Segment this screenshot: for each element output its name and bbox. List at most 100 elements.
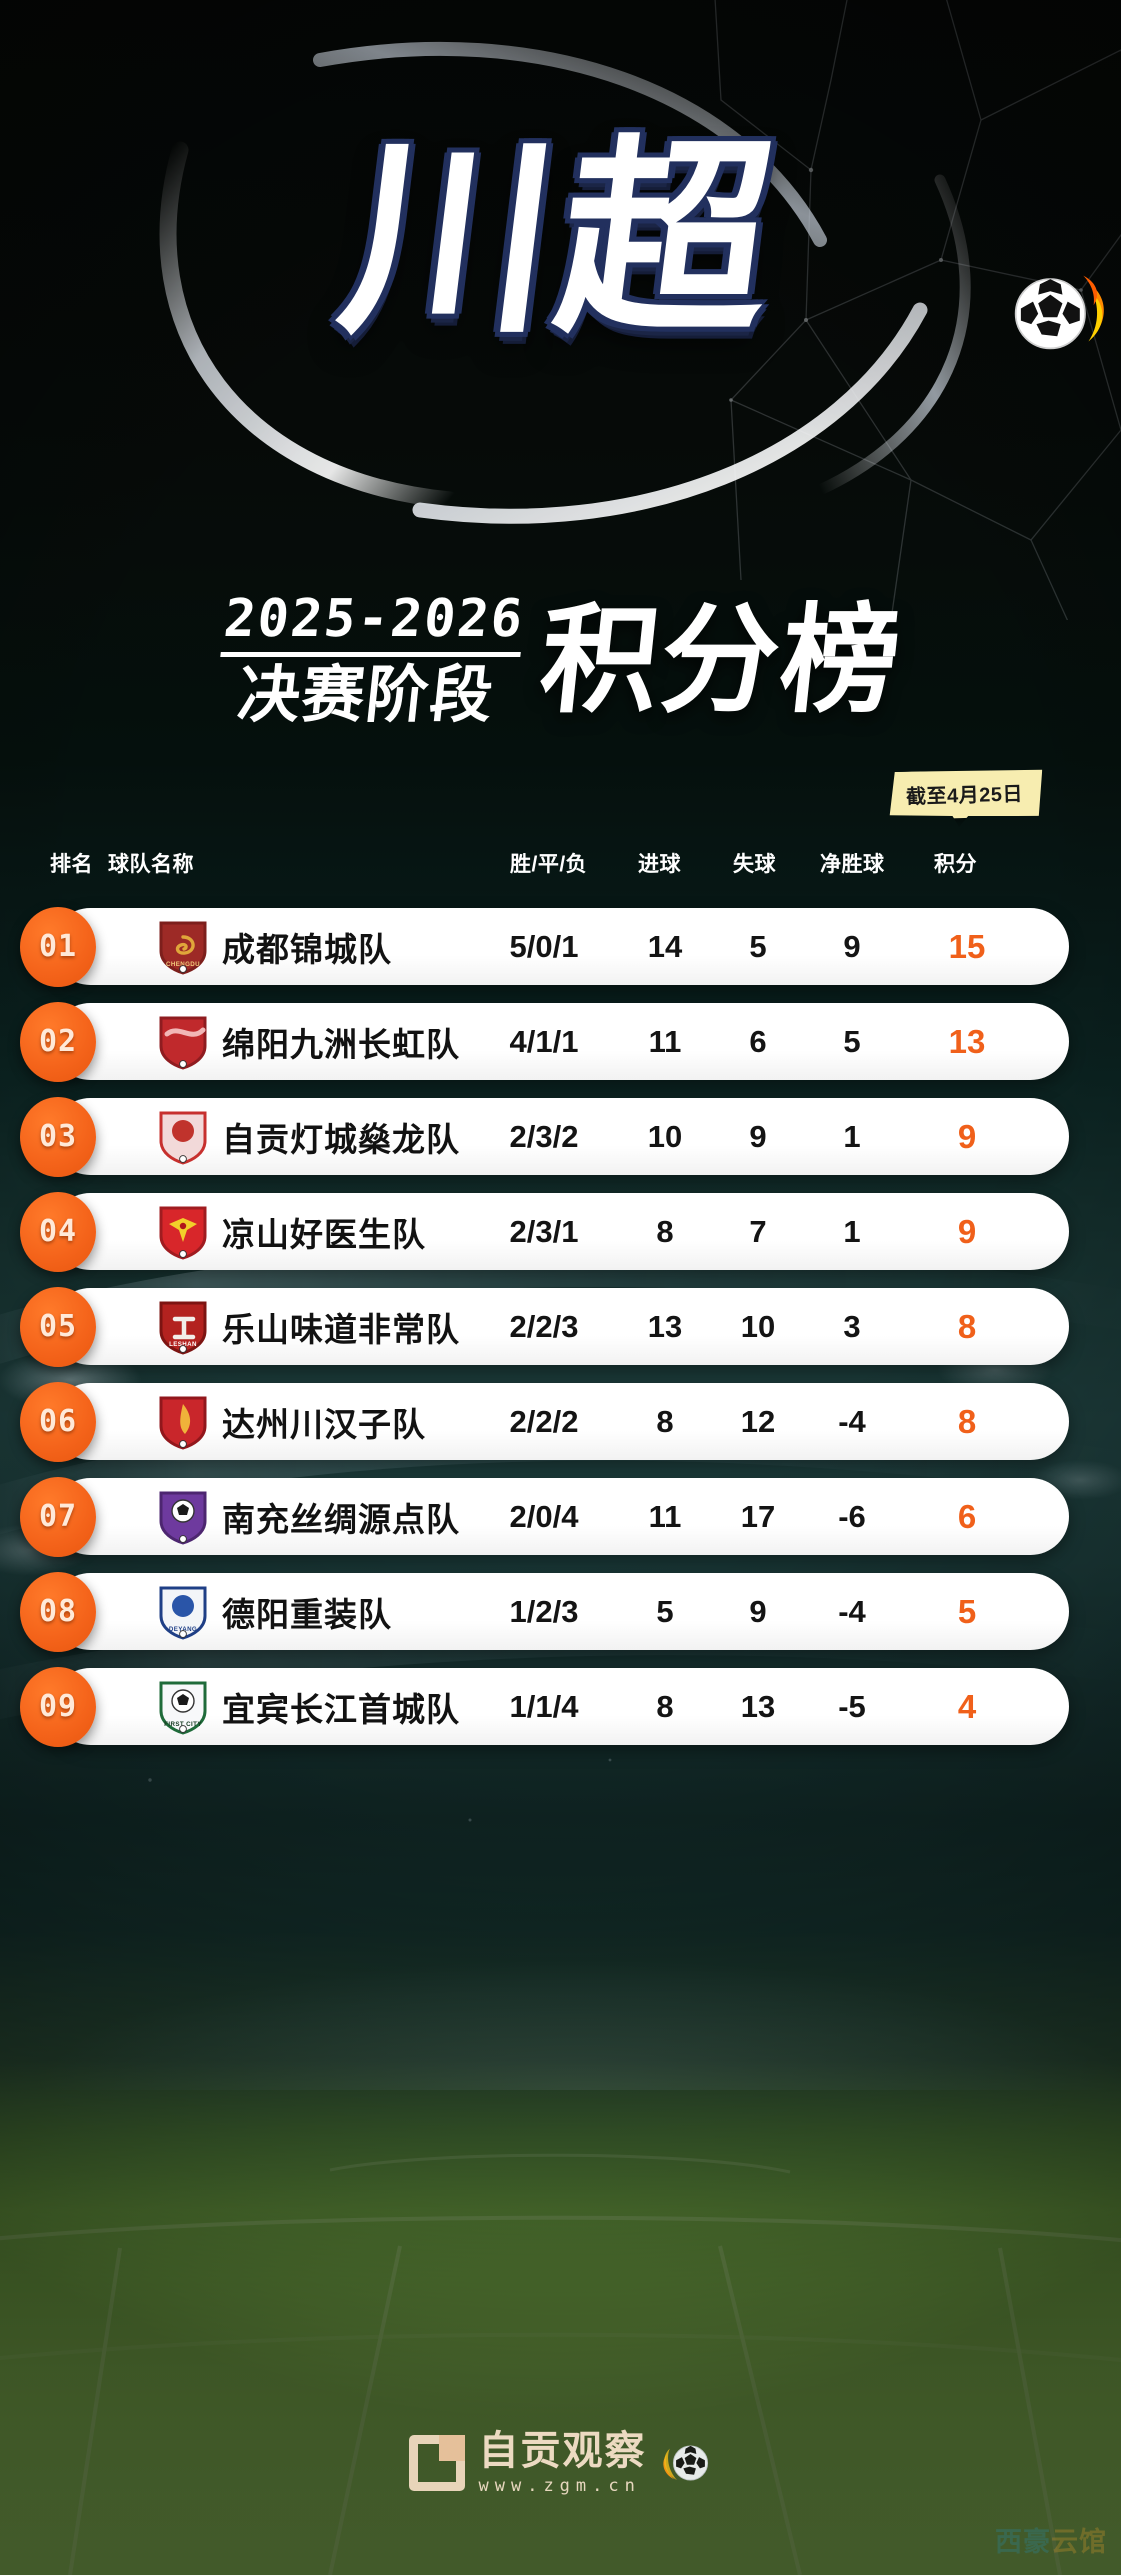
stat-goals-against: 7 [749, 1213, 767, 1249]
team-name: 自贡灯城燊龙队 [222, 1120, 460, 1158]
stat-goals-for: 11 [648, 1498, 682, 1534]
page-title: 积分榜 [534, 591, 909, 729]
team-name: 绵阳九洲长虹队 [222, 1025, 460, 1063]
table-row[interactable]: 02 绵阳九洲长虹队 4/1/1 11 6 5 13 [20, 1001, 1069, 1082]
stat-goals-against: 5 [749, 928, 767, 964]
column-header-goals-against: 失球 [733, 853, 776, 876]
stat-points: 15 [948, 927, 986, 965]
svg-text:LESHAN: LESHAN [169, 1341, 197, 1348]
stat-goals-for: 14 [647, 928, 683, 964]
column-header-team: 球队名称 [108, 853, 194, 876]
table-row[interactable]: 04 凉山好医生队 2/3/1 8 7 1 9 [20, 1191, 1069, 1272]
leshan-weidaofeichang-crest: LESHAN [157, 1299, 209, 1355]
stat-goals-for: 11 [648, 1023, 682, 1059]
stat-wdl: 2/0/4 [509, 1498, 579, 1534]
date-badge: 截至4月25日 [885, 768, 1043, 820]
stat-goals-for: 8 [656, 1688, 674, 1724]
team-name: 德阳重装队 [222, 1595, 392, 1633]
stat-wdl: 2/2/3 [509, 1308, 579, 1344]
stat-goal-diff: -6 [838, 1498, 866, 1534]
stat-goals-for: 10 [647, 1118, 683, 1154]
subtitle-left: 2025-2026 决赛阶段 [213, 589, 527, 732]
stat-goal-diff: 1 [843, 1118, 861, 1154]
table-row[interactable]: 07 南充丝绸源点队 2/0/4 11 17 -6 6 [20, 1476, 1069, 1557]
stat-goal-diff: 9 [843, 928, 861, 964]
rank-badge: 04 [20, 1191, 96, 1272]
team-name: 南充丝绸源点队 [222, 1500, 460, 1538]
stat-goals-against: 17 [740, 1498, 776, 1534]
subtitle-block: 2025-2026 决赛阶段 积分榜 [0, 575, 1121, 745]
stat-wdl: 4/1/1 [509, 1023, 579, 1059]
rank-badge: 08 [20, 1571, 96, 1652]
zigong-observer-mark-icon [408, 2435, 465, 2491]
rank-badge: 09 [20, 1666, 96, 1747]
standings-table: 01 CHENGDU 成都锦城队 5/0/1 14 5 9 15 02 绵阳九洲长… [0, 906, 1121, 1763]
season-label: 2025-2026 [220, 589, 527, 650]
column-header-goal-diff: 净胜球 [820, 853, 885, 876]
stat-goals-against: 6 [749, 1023, 767, 1059]
stat-goals-against: 10 [740, 1308, 776, 1344]
team-name: 宜宾长江首城队 [222, 1690, 460, 1728]
corner-watermark-b: 云馆 [1051, 2527, 1107, 2557]
stat-goals-for: 8 [656, 1213, 674, 1249]
stage-label: 决赛阶段 [233, 658, 498, 732]
table-row[interactable]: 06 达州川汉子队 2/2/2 8 12 -4 8 [20, 1381, 1069, 1462]
stat-goal-diff: 5 [843, 1023, 861, 1059]
table-row[interactable]: 05 LESHAN 乐山味道非常队 2/2/3 13 10 3 8 [20, 1286, 1069, 1367]
stat-goals-against: 9 [749, 1593, 767, 1629]
stat-points: 9 [957, 1212, 977, 1250]
nanchong-sichouyuandian-crest [157, 1489, 209, 1545]
footer-brand: 自贡观察 [478, 2429, 647, 2473]
chengdu-jincheng-crest: CHENGDU [157, 919, 209, 975]
column-header-wdl: 胜/平/负 [510, 853, 588, 876]
column-header-points: 积分 [934, 853, 977, 876]
svg-text:FIRST CITY: FIRST CITY [164, 1721, 202, 1728]
stat-goals-for: 13 [647, 1308, 683, 1344]
rank-badge: 03 [20, 1096, 96, 1177]
stat-points: 8 [957, 1402, 977, 1440]
team-name: 乐山味道非常队 [222, 1310, 460, 1348]
liangshan-haoyisheng-crest [157, 1204, 209, 1260]
deyang-zhongzhuang-crest: DEYANG [157, 1584, 209, 1640]
stat-goal-diff: -5 [838, 1688, 866, 1724]
stat-goal-diff: 3 [843, 1308, 861, 1344]
footer-watermark: 自贡观察 www.zgm.cn [0, 2408, 1121, 2518]
table-row[interactable]: 09 FIRST CITY 宜宾长江首城队 1/1/4 8 13 -5 4 [20, 1666, 1069, 1747]
soccer-ball-flame-icon [662, 2445, 708, 2481]
mianyang-jiuzhou-changhong-crest [157, 1014, 209, 1070]
league-logo: 川超 [0, 110, 1121, 370]
footer-text: 自贡观察 www.zgm.cn [479, 2431, 647, 2495]
svg-text:DEYANG: DEYANG [169, 1626, 197, 1633]
stat-wdl: 1/1/4 [509, 1688, 579, 1724]
svg-text:CHENGDU: CHENGDU [166, 961, 200, 968]
rank-badge: 02 [20, 1001, 96, 1082]
stat-goals-against: 12 [740, 1403, 776, 1439]
soccer-ball-flame-icon [1014, 275, 1104, 350]
stat-points: 4 [957, 1687, 977, 1725]
team-name: 达州川汉子队 [222, 1405, 426, 1443]
team-name: 成都锦城队 [222, 930, 392, 968]
league-logo-text: 川超 [329, 117, 792, 362]
stat-goal-diff: 1 [843, 1213, 861, 1249]
stat-points: 9 [957, 1117, 977, 1155]
rank-badge: 07 [20, 1476, 96, 1557]
stat-points: 6 [957, 1497, 977, 1535]
table-row[interactable]: 08 DEYANG 德阳重装队 1/2/3 5 9 -4 5 [20, 1571, 1069, 1652]
stat-goals-for: 8 [656, 1403, 674, 1439]
stat-points: 8 [957, 1307, 977, 1345]
stat-points: 5 [957, 1592, 977, 1630]
stat-goal-diff: -4 [838, 1593, 866, 1629]
dazhou-chuanhanzi-crest [157, 1394, 209, 1450]
zigong-dengcheng-shenlong-crest [157, 1109, 209, 1165]
table-row[interactable]: 03 自贡灯城燊龙队 2/3/2 10 9 1 9 [20, 1096, 1069, 1177]
corner-watermark: 西豪云馆 [995, 2520, 1107, 2559]
stat-goal-diff: -4 [838, 1403, 866, 1439]
stat-goals-against: 9 [749, 1118, 767, 1154]
table-row[interactable]: 01 CHENGDU 成都锦城队 5/0/1 14 5 9 15 [20, 906, 1069, 987]
stat-wdl: 2/2/2 [509, 1403, 579, 1439]
rank-badge: 05 [20, 1286, 96, 1367]
stat-wdl: 2/3/2 [509, 1118, 579, 1154]
subtitle-divider [219, 652, 521, 658]
stat-goals-against: 13 [740, 1688, 776, 1724]
